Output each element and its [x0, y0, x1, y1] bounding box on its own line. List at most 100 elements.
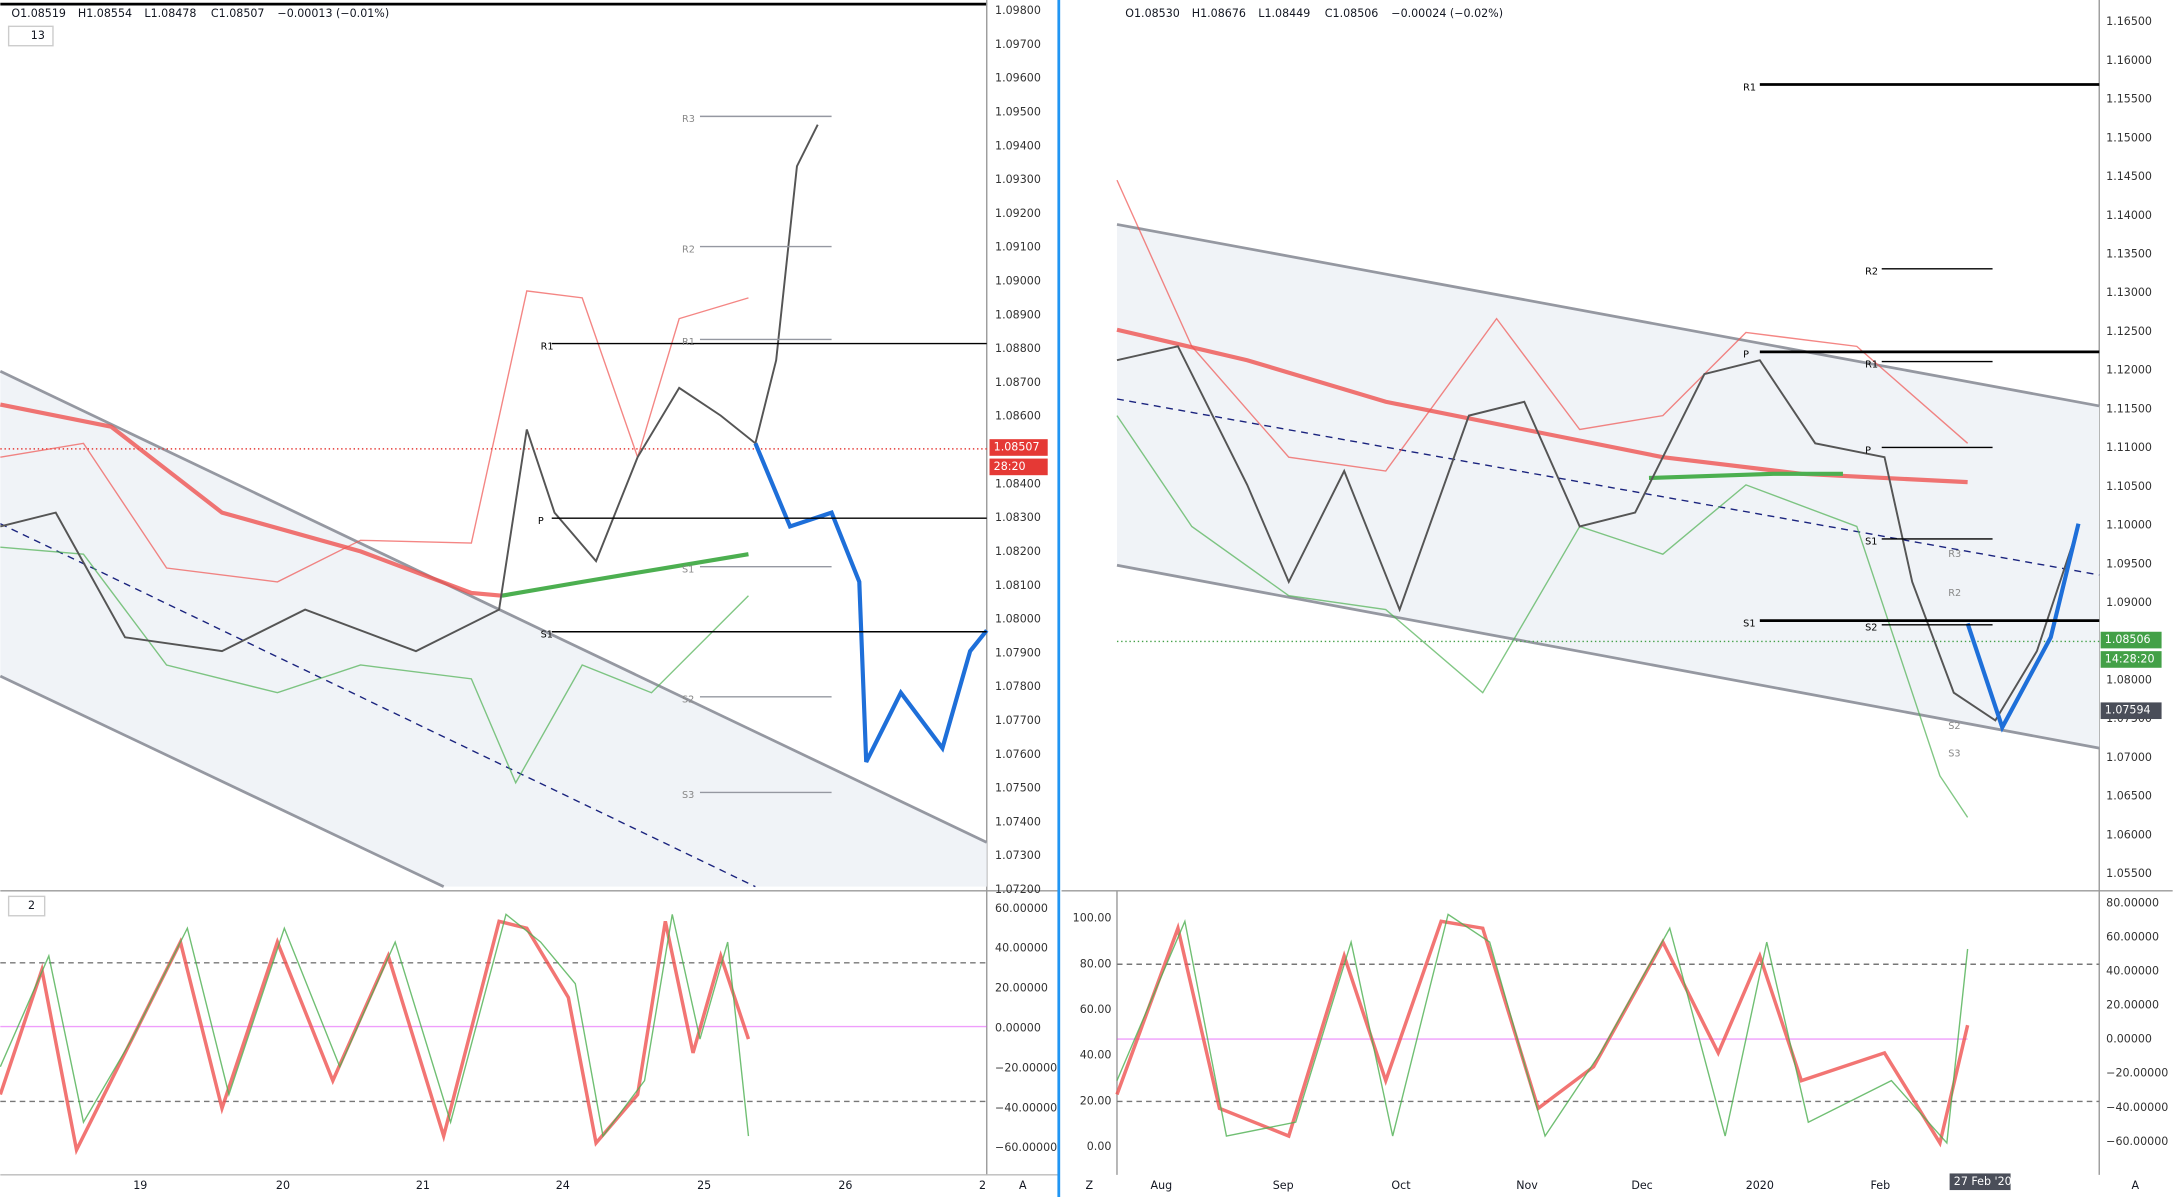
- level-label: S2: [682, 695, 694, 706]
- price-axis-label: 1.08000: [995, 613, 1041, 626]
- date-label: 21: [416, 1179, 430, 1192]
- ohlc-value: C1.08506: [1325, 7, 1379, 20]
- date-label: 26: [838, 1179, 852, 1192]
- ohlc-value: L1.08449: [1258, 7, 1310, 20]
- ohlc-value: −0.00013 (−0.01%): [277, 7, 389, 20]
- ohlc-value: −0.00024 (−0.02%): [1391, 7, 1503, 20]
- price-axis-label: 1.08900: [995, 308, 1041, 321]
- level-label: R1: [682, 337, 695, 348]
- date-label: Oct: [1391, 1179, 1411, 1192]
- osc-axis-label: 40.00000: [2106, 964, 2159, 977]
- price-axis-label: 1.08000: [2106, 673, 2152, 686]
- osc-axis-label: 20.00: [1080, 1094, 1112, 1107]
- level-label: R2: [1865, 267, 1878, 278]
- ohlc-value: H1.08554: [78, 7, 132, 20]
- price-axis-label: 1.14500: [2106, 170, 2152, 183]
- osc-axis-label: 40.00000: [995, 942, 1048, 955]
- level-label: R1: [1743, 82, 1756, 93]
- axis-mode[interactable]: A: [1019, 1179, 1027, 1192]
- low-tag: 1.07594: [2105, 704, 2151, 717]
- date-label: 24: [556, 1179, 570, 1192]
- osc-axis-label: 0.00000: [995, 1022, 1041, 1035]
- price-axis-label: 1.09700: [995, 38, 1041, 51]
- price-axis-label: 1.08400: [995, 477, 1041, 490]
- price-axis-label: 1.08800: [995, 342, 1041, 355]
- price-axis-label: 1.10500: [2106, 480, 2152, 493]
- level-label: R2: [682, 244, 695, 255]
- price-axis-label: 1.07900: [995, 646, 1041, 659]
- date-label: 19: [133, 1179, 147, 1192]
- price-axis-label: 1.08200: [995, 545, 1041, 558]
- price-axis-label: 1.07600: [995, 748, 1041, 761]
- countdown: 28:20: [994, 460, 1026, 473]
- low-tag-bg: [2100, 702, 2162, 720]
- date-label: Nov: [1516, 1179, 1538, 1192]
- ohlc-value: O1.08519: [11, 7, 66, 20]
- osc-axis-label: −20.00000: [995, 1061, 1057, 1074]
- osc-axis-label: 0.00000: [2106, 1033, 2152, 1046]
- level-label: R1: [541, 341, 554, 352]
- osc-axis-label: −60.00000: [995, 1141, 1057, 1154]
- price-axis-label: 1.09500: [995, 105, 1041, 118]
- level-label: S1: [541, 630, 553, 641]
- price-axis-label: 1.11500: [2106, 402, 2152, 415]
- date-label: Sep: [1273, 1179, 1294, 1192]
- osc-axis-label: 100.00: [1073, 912, 1112, 925]
- price-tag-bg: [989, 439, 1048, 456]
- level-label: S2: [1948, 721, 1960, 732]
- price-axis-label: 1.09000: [2106, 596, 2152, 609]
- osc-toggle[interactable]: [7, 895, 46, 917]
- osc-axis-label: 20.00000: [2106, 999, 2159, 1012]
- price-axis-label: 1.09100: [995, 241, 1041, 254]
- osc-axis-label: 60.00000: [2106, 930, 2159, 943]
- osc-axis-label: 20.00000: [995, 982, 1048, 995]
- price-axis-label: 1.09300: [995, 173, 1041, 186]
- price-tag-bg: [2100, 631, 2162, 649]
- osc-axis-label: −20.00000: [2106, 1067, 2168, 1080]
- osc-axis-label: −40.00000: [2106, 1101, 2168, 1114]
- price-axis-label: 1.12000: [2106, 364, 2152, 377]
- price-axis-label: 1.08600: [995, 410, 1041, 423]
- price-tag: 1.08506: [2105, 633, 2151, 646]
- price-axis-label: 1.07000: [2106, 751, 2152, 764]
- axis-mode[interactable]: A: [2131, 1179, 2139, 1192]
- crosshair-date: 27 Feb '20: [1954, 1175, 2012, 1188]
- price-axis-label: 1.08700: [995, 376, 1041, 389]
- price-axis-label: 1.09000: [995, 275, 1041, 288]
- labels: O1.08519 H1.08554 L1.08478 C1.08507 −0.00013…: [7, 4, 2168, 1192]
- price-axis-label: 1.08300: [995, 511, 1041, 524]
- osc-axis-label: 80.00: [1080, 957, 1112, 970]
- level-label: R1: [1865, 359, 1878, 370]
- price-axis-label: 1.13500: [2106, 248, 2152, 261]
- price-axis-label: 1.05500: [2106, 867, 2152, 880]
- osc-axis-label: 60.00: [1080, 1003, 1112, 1016]
- date-label: 2: [979, 1179, 986, 1192]
- level-label: P: [1743, 350, 1749, 361]
- price-axis-label: 1.06500: [2106, 790, 2152, 803]
- price-axis-label: 1.09200: [995, 207, 1041, 220]
- indicator-toggle[interactable]: [7, 25, 54, 47]
- price-axis-label: 1.16500: [2106, 15, 2152, 28]
- level-label: S1: [1865, 537, 1877, 548]
- level-label: P: [538, 516, 544, 527]
- osc-axis-label: 80.00000: [2106, 896, 2159, 909]
- osc-axis-label: 40.00: [1080, 1049, 1112, 1062]
- osc-count: 2: [28, 899, 35, 912]
- price-axis-label: 1.13000: [2106, 286, 2152, 299]
- countdown-bg: [2100, 651, 2162, 668]
- level-label: S2: [1865, 623, 1877, 634]
- zoom-toggle[interactable]: Z: [1085, 1179, 1093, 1192]
- price-axis-label: 1.09600: [995, 72, 1041, 85]
- ohlc-value: L1.08478: [144, 7, 196, 20]
- level-label: P: [1865, 445, 1871, 456]
- price-axis-label: 1.07500: [995, 782, 1041, 795]
- date-label: 2020: [1746, 1179, 1774, 1192]
- date-label: Dec: [1631, 1179, 1652, 1192]
- ohlc-value: C1.08507: [211, 7, 265, 20]
- level-label: S3: [1948, 749, 1960, 760]
- level-label: S1: [682, 564, 694, 575]
- price-axis-label: 1.15500: [2106, 93, 2152, 106]
- date-label: Feb: [1871, 1179, 1891, 1192]
- price-axis-label: 1.12500: [2106, 325, 2152, 338]
